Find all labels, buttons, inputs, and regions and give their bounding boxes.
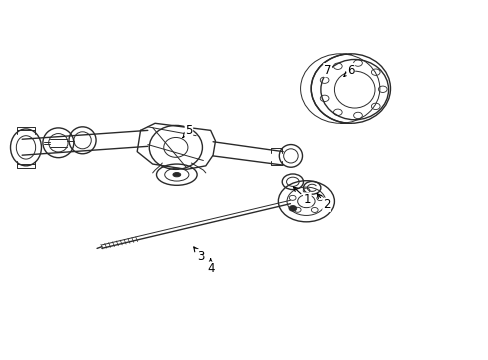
Text: 4: 4 xyxy=(206,258,214,275)
Text: 1: 1 xyxy=(293,187,310,206)
Text: 3: 3 xyxy=(193,247,204,263)
Text: 2: 2 xyxy=(317,194,330,211)
Text: 6: 6 xyxy=(343,64,354,77)
Ellipse shape xyxy=(288,206,296,211)
Text: 5: 5 xyxy=(183,124,192,138)
Ellipse shape xyxy=(173,172,180,177)
Text: 7: 7 xyxy=(323,64,331,77)
